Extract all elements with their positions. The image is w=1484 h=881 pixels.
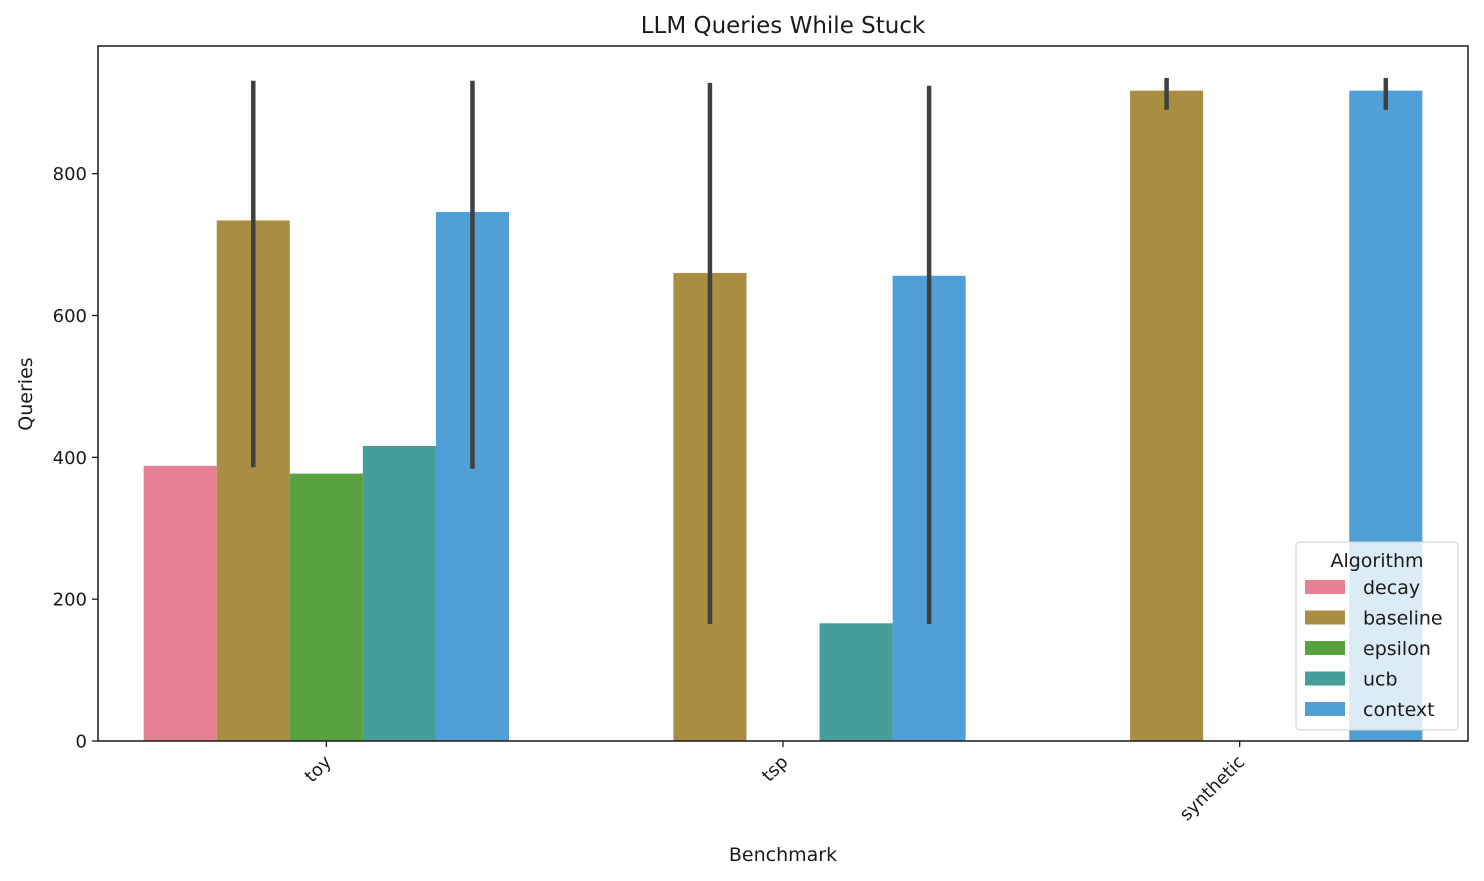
bar-ucb-tsp: [819, 623, 893, 741]
legend-items: decay baseline epsilon ucb context: [1305, 577, 1443, 721]
y-tick-label: 0: [76, 732, 87, 753]
y-axis-ticks: 0 200 400 600 800: [53, 164, 98, 753]
legend-swatch-ucb: [1305, 671, 1345, 686]
y-tick-label: 400: [53, 448, 87, 469]
y-tick-label: 800: [53, 164, 87, 185]
legend-label-baseline: baseline: [1363, 608, 1443, 630]
bar-baseline-synthetic: [1130, 90, 1204, 741]
legend-swatch-epsilon: [1305, 641, 1345, 655]
legend-label-epsilon: epsilon: [1363, 638, 1431, 660]
error-bars-group: [251, 77, 1389, 624]
bar-epsilon-toy: [289, 473, 363, 741]
legend-swatch-decay: [1305, 580, 1345, 594]
y-tick-label: 200: [53, 590, 87, 611]
y-tick-label: 600: [53, 306, 87, 327]
bar-ucb-toy: [362, 445, 436, 741]
x-axis-label: Benchmark: [729, 844, 837, 866]
y-axis-label: Queries: [15, 357, 37, 430]
legend-label-context: context: [1363, 699, 1435, 721]
legend-title: Algorithm: [1330, 550, 1423, 572]
bars-group: [143, 90, 1423, 742]
chart-title: LLM Queries While Stuck: [641, 13, 926, 39]
legend-label-decay: decay: [1363, 577, 1420, 599]
legend-label-ucb: ucb: [1363, 669, 1398, 691]
legend: Algorithm decay baseline epsilon ucb context: [1295, 541, 1459, 731]
legend-swatch-context: [1305, 702, 1345, 716]
legend-swatch-baseline: [1305, 610, 1345, 625]
bar-decay-toy: [143, 465, 217, 741]
